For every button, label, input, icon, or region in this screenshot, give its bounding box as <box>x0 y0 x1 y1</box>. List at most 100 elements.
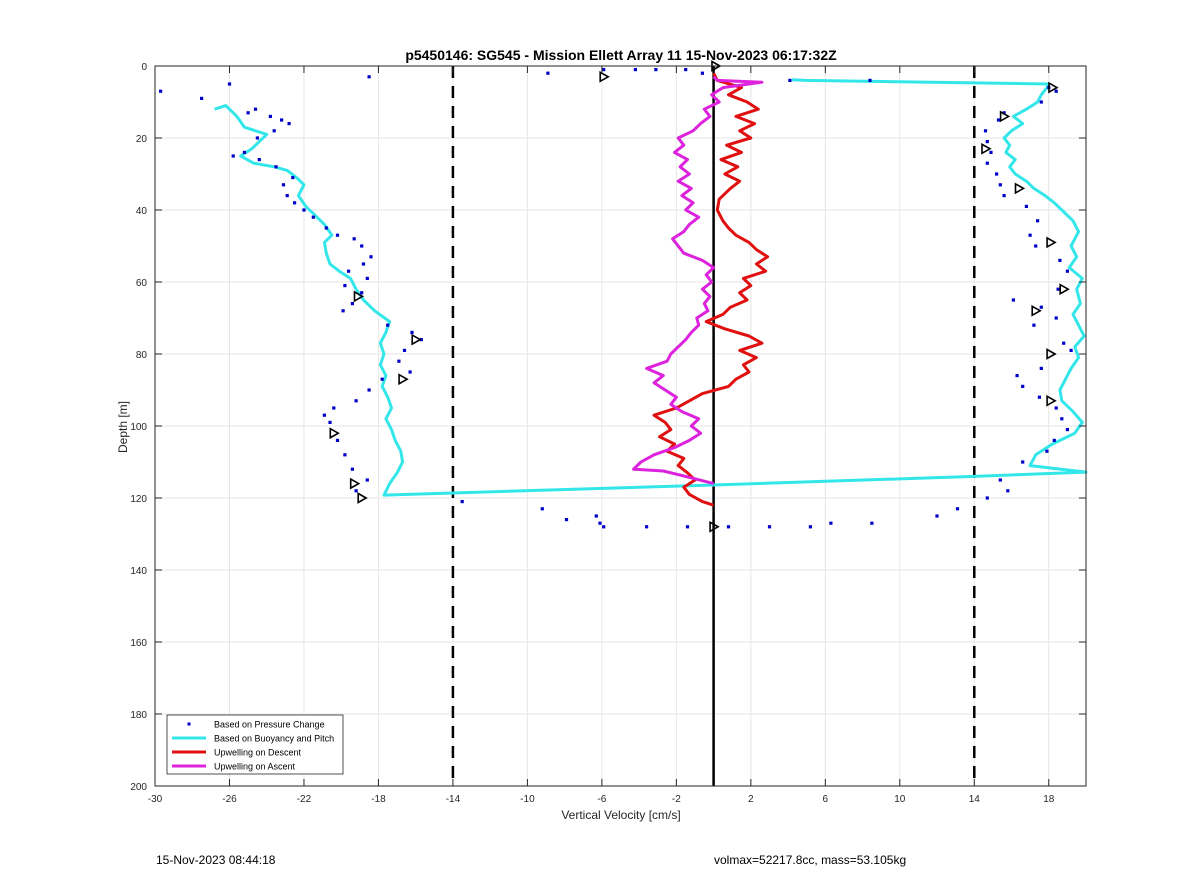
pressure-point <box>645 525 649 529</box>
pressure-point <box>1034 244 1038 248</box>
y-tick-label: 0 <box>141 62 147 73</box>
pressure-point <box>311 215 315 219</box>
pressure-point <box>985 496 989 500</box>
legend-label: Upwelling on Ascent <box>214 762 296 772</box>
pressure-point <box>343 453 347 457</box>
series-2 <box>214 78 1088 497</box>
legend-label: Upwelling on Descent <box>214 748 302 758</box>
pressure-point <box>354 489 358 493</box>
pressure-point <box>274 165 278 169</box>
triangle-marker <box>1046 348 1057 360</box>
pressure-point <box>685 525 690 529</box>
x-tick-label: -10 <box>520 794 535 805</box>
triangle-marker <box>349 477 361 490</box>
pressure-point <box>380 377 384 381</box>
x-tick-label: -18 <box>371 794 386 805</box>
pressure-point <box>255 136 259 140</box>
x-axis-label: Vertical Velocity [cm/s] <box>561 808 680 822</box>
pressure-point <box>998 183 1002 187</box>
pressure-point <box>1056 287 1060 291</box>
pressure-point <box>955 507 960 511</box>
x-tick-label: 18 <box>1043 794 1055 805</box>
triangle-marker <box>353 290 365 303</box>
pressure-point <box>1021 384 1025 388</box>
pressure-point <box>347 269 351 273</box>
pressure-point <box>1060 417 1064 421</box>
pressure-point <box>302 208 306 212</box>
series-line <box>652 72 770 507</box>
pressure-point <box>684 68 688 72</box>
triangle-marker <box>1048 81 1059 94</box>
pressure-point <box>354 399 358 403</box>
pressure-point <box>598 521 602 525</box>
pressure-point <box>1069 348 1073 352</box>
pressure-point <box>540 507 544 511</box>
triangle-marker <box>1046 394 1057 407</box>
pressure-point <box>1037 395 1041 399</box>
triangle-marker <box>599 70 610 83</box>
pressure-point <box>257 158 261 162</box>
pressure-point <box>1028 233 1032 237</box>
pressure-point <box>1015 374 1019 378</box>
legend-item: Based on Buoyancy and Pitch <box>172 734 334 744</box>
triangle-marker <box>329 427 340 440</box>
pressure-point <box>767 525 772 529</box>
pressure-point <box>985 140 989 144</box>
pressure-point <box>829 521 833 525</box>
pressure-point <box>408 370 412 374</box>
x-tick-label: 6 <box>823 794 829 805</box>
triangle-marker <box>357 492 368 504</box>
pressure-point <box>1006 489 1010 493</box>
series-1 <box>159 68 1073 529</box>
pressure-point <box>1062 341 1066 345</box>
pressure-point <box>1065 428 1069 432</box>
series-4 <box>632 75 764 486</box>
y-tick-label: 80 <box>136 350 148 361</box>
pressure-point <box>272 129 276 133</box>
pressure-point <box>726 525 731 529</box>
pressure-point <box>1039 100 1043 104</box>
triangle-marker <box>398 373 409 386</box>
pressure-point <box>246 111 250 115</box>
y-tick-label: 60 <box>136 278 148 289</box>
pressure-point <box>633 68 637 72</box>
data-series <box>159 68 1088 529</box>
pressure-point <box>1011 298 1015 302</box>
triangle-marker <box>1046 236 1057 249</box>
x-tick-label: -30 <box>148 794 163 805</box>
pressure-point <box>343 284 347 288</box>
pressure-point <box>1054 316 1058 320</box>
pressure-point <box>335 438 340 442</box>
pressure-point <box>460 500 464 504</box>
pressure-point <box>281 183 286 187</box>
pressure-point <box>1002 194 1006 198</box>
pressure-point <box>996 118 1001 122</box>
pressure-point <box>335 233 340 237</box>
series-line <box>214 78 1088 497</box>
pressure-point <box>200 96 204 100</box>
pressure-point <box>546 71 550 75</box>
pressure-point <box>410 330 414 334</box>
y-tick-label: 40 <box>136 206 148 217</box>
pressure-point <box>360 244 364 248</box>
pressure-point <box>700 71 704 75</box>
axis-ticks: -30 -26 -22 -18 -14 -10 -6 -2 2 6 10 14 180204060801… <box>130 62 1086 805</box>
pressure-point <box>291 176 295 180</box>
pressure-point <box>352 237 356 241</box>
series-line <box>632 75 764 486</box>
pressure-point <box>989 150 993 154</box>
triangle-marker <box>1014 182 1026 195</box>
y-tick-label: 100 <box>130 422 147 433</box>
pressure-point <box>1036 219 1040 223</box>
pressure-point <box>280 118 284 122</box>
pressure-point <box>594 514 598 518</box>
pressure-point <box>253 107 258 111</box>
y-tick-label: 120 <box>130 494 147 505</box>
triangle-markers <box>329 60 1070 533</box>
legend-label: Based on Pressure Change <box>214 720 325 730</box>
series-3 <box>652 72 770 507</box>
pressure-point <box>367 388 371 392</box>
footer-volmax-mass: volmax=52217.8cc, mass=53.105kg <box>714 853 907 867</box>
pressure-point <box>870 521 874 525</box>
